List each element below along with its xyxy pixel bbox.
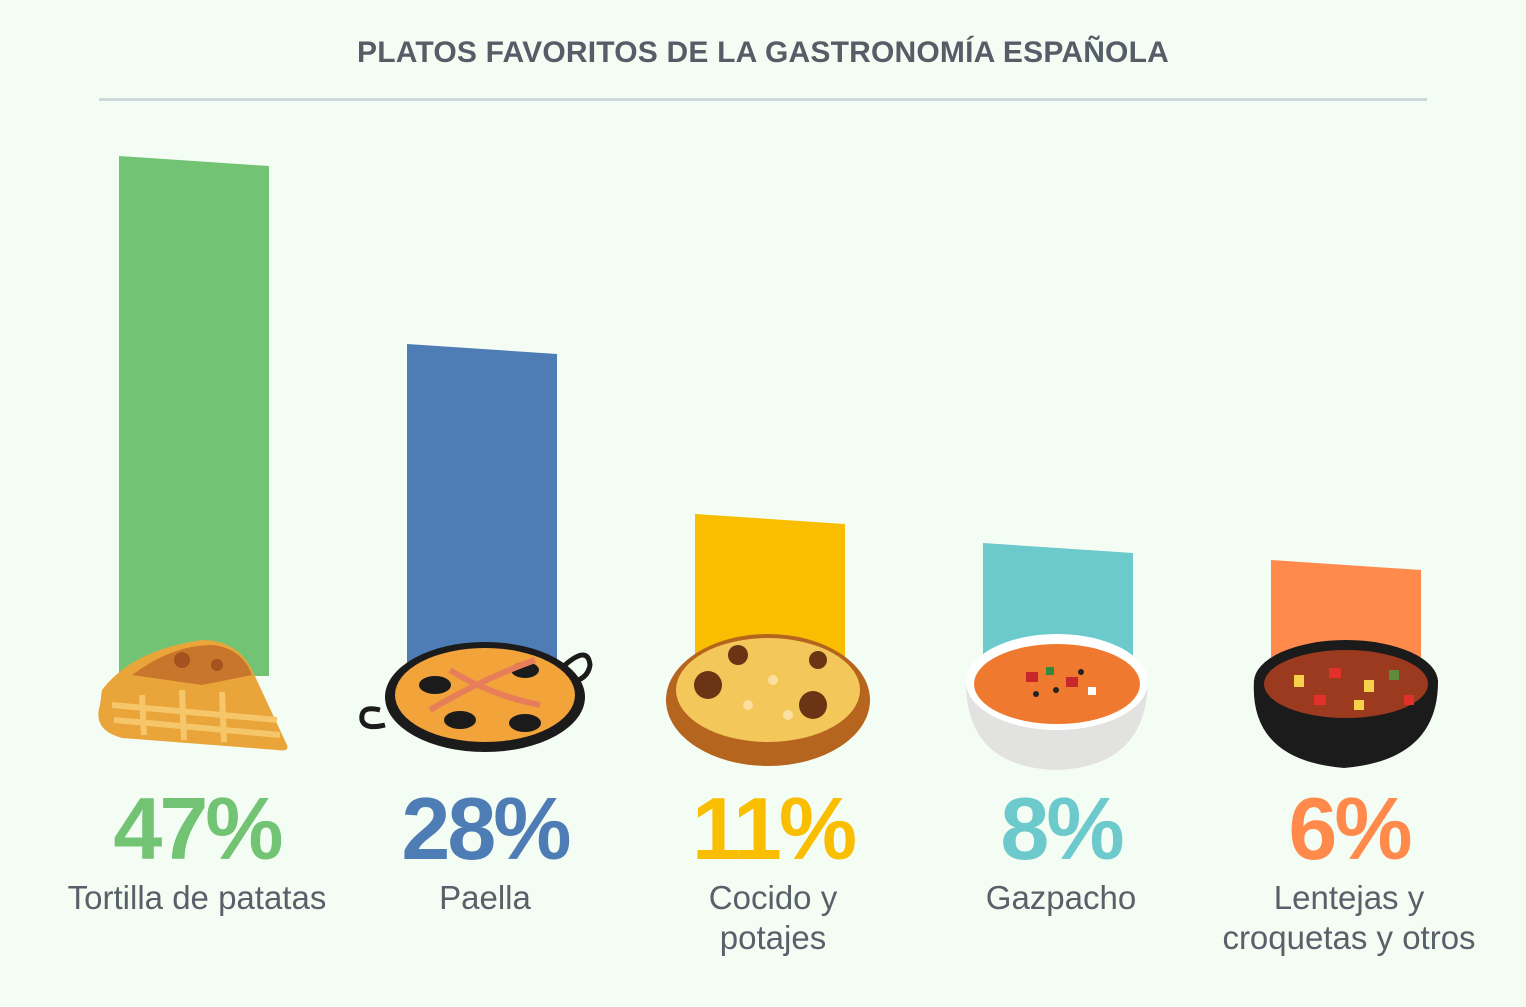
bar-tortilla <box>119 156 269 676</box>
chart-title: PLATOS FAVORITOS DE LA GASTRONOMÍA ESPAÑ… <box>357 36 1169 69</box>
gazpacho-icon <box>966 634 1148 770</box>
category-label-lentejas: Lentejas y croquetas y otros <box>1222 879 1476 956</box>
bar-column-tortilla: 47% Tortilla de patatas <box>52 0 342 1007</box>
lentejas-icon <box>1253 640 1439 768</box>
value-tortilla: 47% <box>113 779 283 878</box>
value-cocido: 11% <box>691 779 857 878</box>
bar-column-gazpacho: 8% Gazpacho <box>916 0 1206 1007</box>
category-label-cocido: Cocido y potajes <box>708 879 838 956</box>
value-lentejas: 6% <box>1288 779 1412 878</box>
value-paella: 28% <box>401 779 571 878</box>
title-divider <box>99 98 1427 101</box>
bar-column-cocido: 11% Cocido y potajes <box>628 0 918 1007</box>
tortilla-icon <box>98 640 288 751</box>
value-gazpacho: 8% <box>1000 779 1124 878</box>
cocido-icon <box>666 634 870 766</box>
category-label-paella: Paella <box>439 879 531 916</box>
bar-column-paella: 28% Paella <box>340 0 630 1007</box>
bar-paella <box>407 344 557 674</box>
bar-column-lentejas: 6% Lentejas y croquetas y otros <box>1204 0 1494 1007</box>
category-label-tortilla: Tortilla de patatas <box>67 879 327 916</box>
category-label-gazpacho: Gazpacho <box>985 879 1137 916</box>
paella-icon <box>359 642 593 752</box>
